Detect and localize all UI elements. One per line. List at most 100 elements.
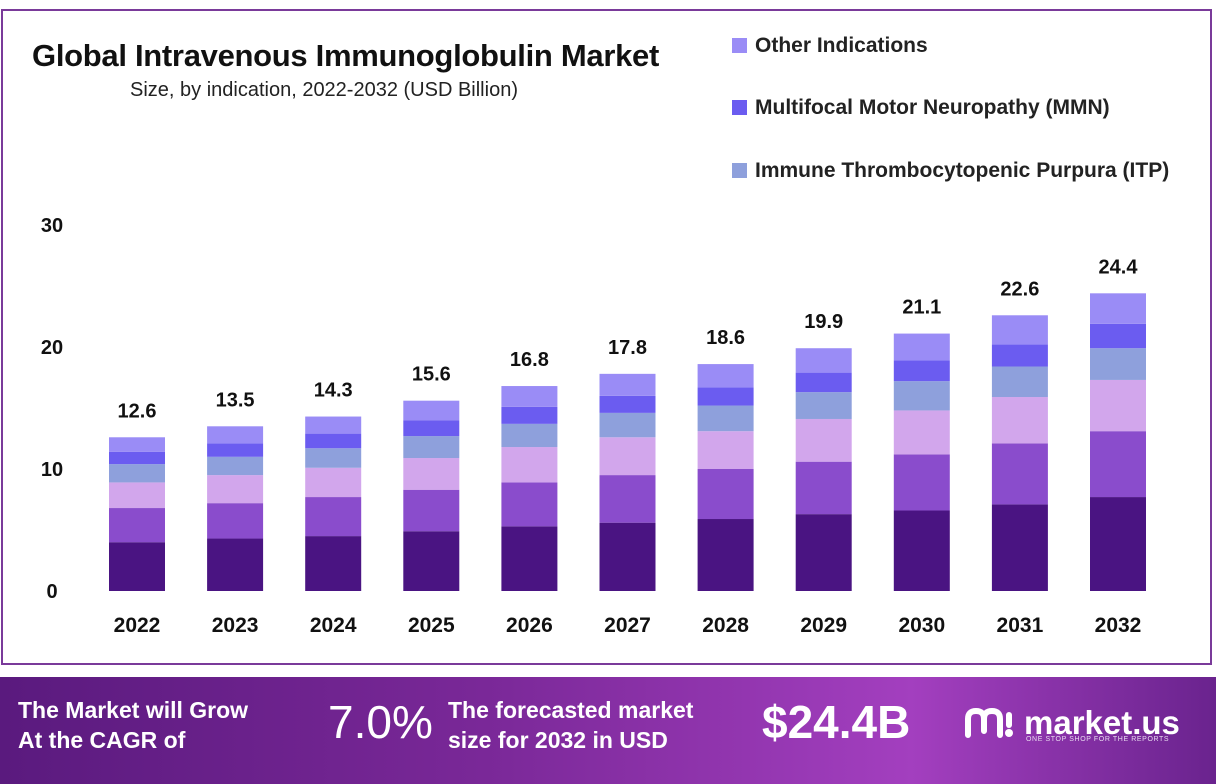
bar-segment [697, 405, 754, 432]
x-tick-label: 2031 [997, 614, 1044, 637]
bar-segment [403, 531, 460, 591]
bar-segment [795, 372, 852, 393]
bar-segment [403, 458, 460, 490]
total-data-label: 12.6 [118, 400, 157, 422]
bar-segment [403, 489, 460, 532]
legend-label: Multifocal Motor Neuropathy (MMN) [755, 96, 1110, 119]
bar-segment [207, 456, 264, 476]
cagr-label: The Market will Grow [18, 697, 249, 723]
bar-segment [1090, 293, 1146, 324]
bar-segment [403, 436, 460, 459]
cagr-value: 7.0% [328, 696, 433, 748]
x-tick-label: 2028 [702, 614, 749, 637]
bar-segment [207, 426, 264, 444]
legend-swatch [732, 163, 747, 178]
bar-segment [305, 448, 362, 468]
stacked-bar-chart: 010203012.6202213.5202314.3202415.620251… [41, 215, 1146, 637]
bar-segment [109, 451, 165, 465]
bar-segment [795, 514, 852, 591]
bar-segment [795, 392, 852, 419]
y-tick-label: 30 [41, 215, 63, 237]
total-data-label: 22.6 [1000, 278, 1039, 300]
total-data-label: 16.8 [510, 349, 549, 371]
bar-segment [305, 433, 362, 449]
bar-segment [109, 508, 165, 543]
bar-segment [893, 454, 950, 511]
legend-item-mmn: Multifocal Motor Neuropathy (MMN) [732, 94, 1195, 122]
bar-segment [795, 461, 852, 515]
bar-segment [207, 503, 264, 539]
chart-subtitle: Size, by indication, 2022-2032 (USD Bill… [130, 79, 518, 101]
brand[interactable]: market.us [962, 703, 1180, 743]
total-data-label: 13.5 [216, 389, 255, 411]
brand-name: market.us [1024, 704, 1180, 741]
x-tick-label: 2032 [1095, 614, 1142, 637]
bar-segment [599, 437, 656, 476]
brand-tagline: ONE STOP SHOP FOR THE REPORTS [1026, 736, 1170, 743]
bar-segment [795, 348, 852, 373]
legend-swatch [732, 100, 747, 115]
forecast-label: size for 2032 in USD [448, 727, 668, 753]
legend-label: Other Indications [755, 34, 928, 57]
bar-segment [991, 315, 1048, 345]
bar-segment [207, 475, 264, 504]
bar-segment [991, 397, 1048, 444]
bar-segment [991, 504, 1048, 591]
bar-segment [305, 536, 362, 591]
x-tick-label: 2022 [114, 614, 161, 637]
y-tick-label: 20 [41, 337, 63, 359]
bar-segment [1090, 323, 1146, 349]
bar-segment [207, 443, 264, 457]
total-data-label: 14.3 [314, 380, 353, 402]
bar-segment [305, 416, 362, 434]
bar-segment [501, 406, 558, 424]
bar-segment [991, 344, 1048, 367]
legend-item-itp: Immune Thrombocytopenic Purpura (ITP) [732, 157, 1195, 185]
bar-segment [403, 420, 460, 437]
x-tick-label: 2026 [506, 614, 553, 637]
bar-segment [501, 482, 558, 527]
bar-segment [109, 437, 165, 452]
bar-segment [697, 469, 754, 520]
x-tick-label: 2024 [310, 614, 357, 637]
total-data-label: 21.1 [902, 297, 941, 319]
bar-segment [1090, 379, 1146, 432]
bar-segment [1090, 497, 1146, 591]
bar-segment [697, 519, 754, 591]
bar-segment [1090, 431, 1146, 498]
forecast-label: The forecasted market [448, 697, 694, 723]
bar-segment [893, 360, 950, 382]
bar-segment [599, 373, 656, 396]
bar-segment [305, 467, 362, 498]
total-data-label: 19.9 [804, 311, 843, 333]
legend-swatch [732, 38, 747, 53]
bar-segment [501, 526, 558, 591]
market-us-logo-icon [965, 707, 1013, 738]
bar-segment [109, 542, 165, 591]
bar-segment [893, 333, 950, 361]
bar-segment [697, 387, 754, 406]
chart-title: Global Intravenous Immunoglobulin Market [32, 38, 659, 73]
bar-segment [501, 423, 558, 448]
x-tick-label: 2030 [898, 614, 945, 637]
bar-segment [599, 412, 656, 438]
bar-segment [893, 510, 950, 591]
bar-segment [599, 522, 656, 591]
bar-segment [599, 475, 656, 523]
bar-segment [109, 464, 165, 483]
bar-segment [893, 381, 950, 411]
y-tick-label: 10 [41, 459, 63, 481]
legend-item-other-indications: Other Indications [732, 32, 1195, 60]
bar-segment [795, 418, 852, 462]
bar-segment [305, 497, 362, 537]
bar-segment [109, 482, 165, 509]
bar-segment [1090, 348, 1146, 380]
total-data-label: 15.6 [412, 364, 451, 386]
x-tick-label: 2027 [604, 614, 651, 637]
footer-banner: The Market will Grow At the CAGR of 7.0%… [0, 677, 1216, 784]
bar-segment [501, 447, 558, 483]
cagr-label: At the CAGR of [18, 727, 186, 753]
x-tick-label: 2025 [408, 614, 455, 637]
bar-segment [697, 431, 754, 469]
bar-segment [991, 443, 1048, 505]
